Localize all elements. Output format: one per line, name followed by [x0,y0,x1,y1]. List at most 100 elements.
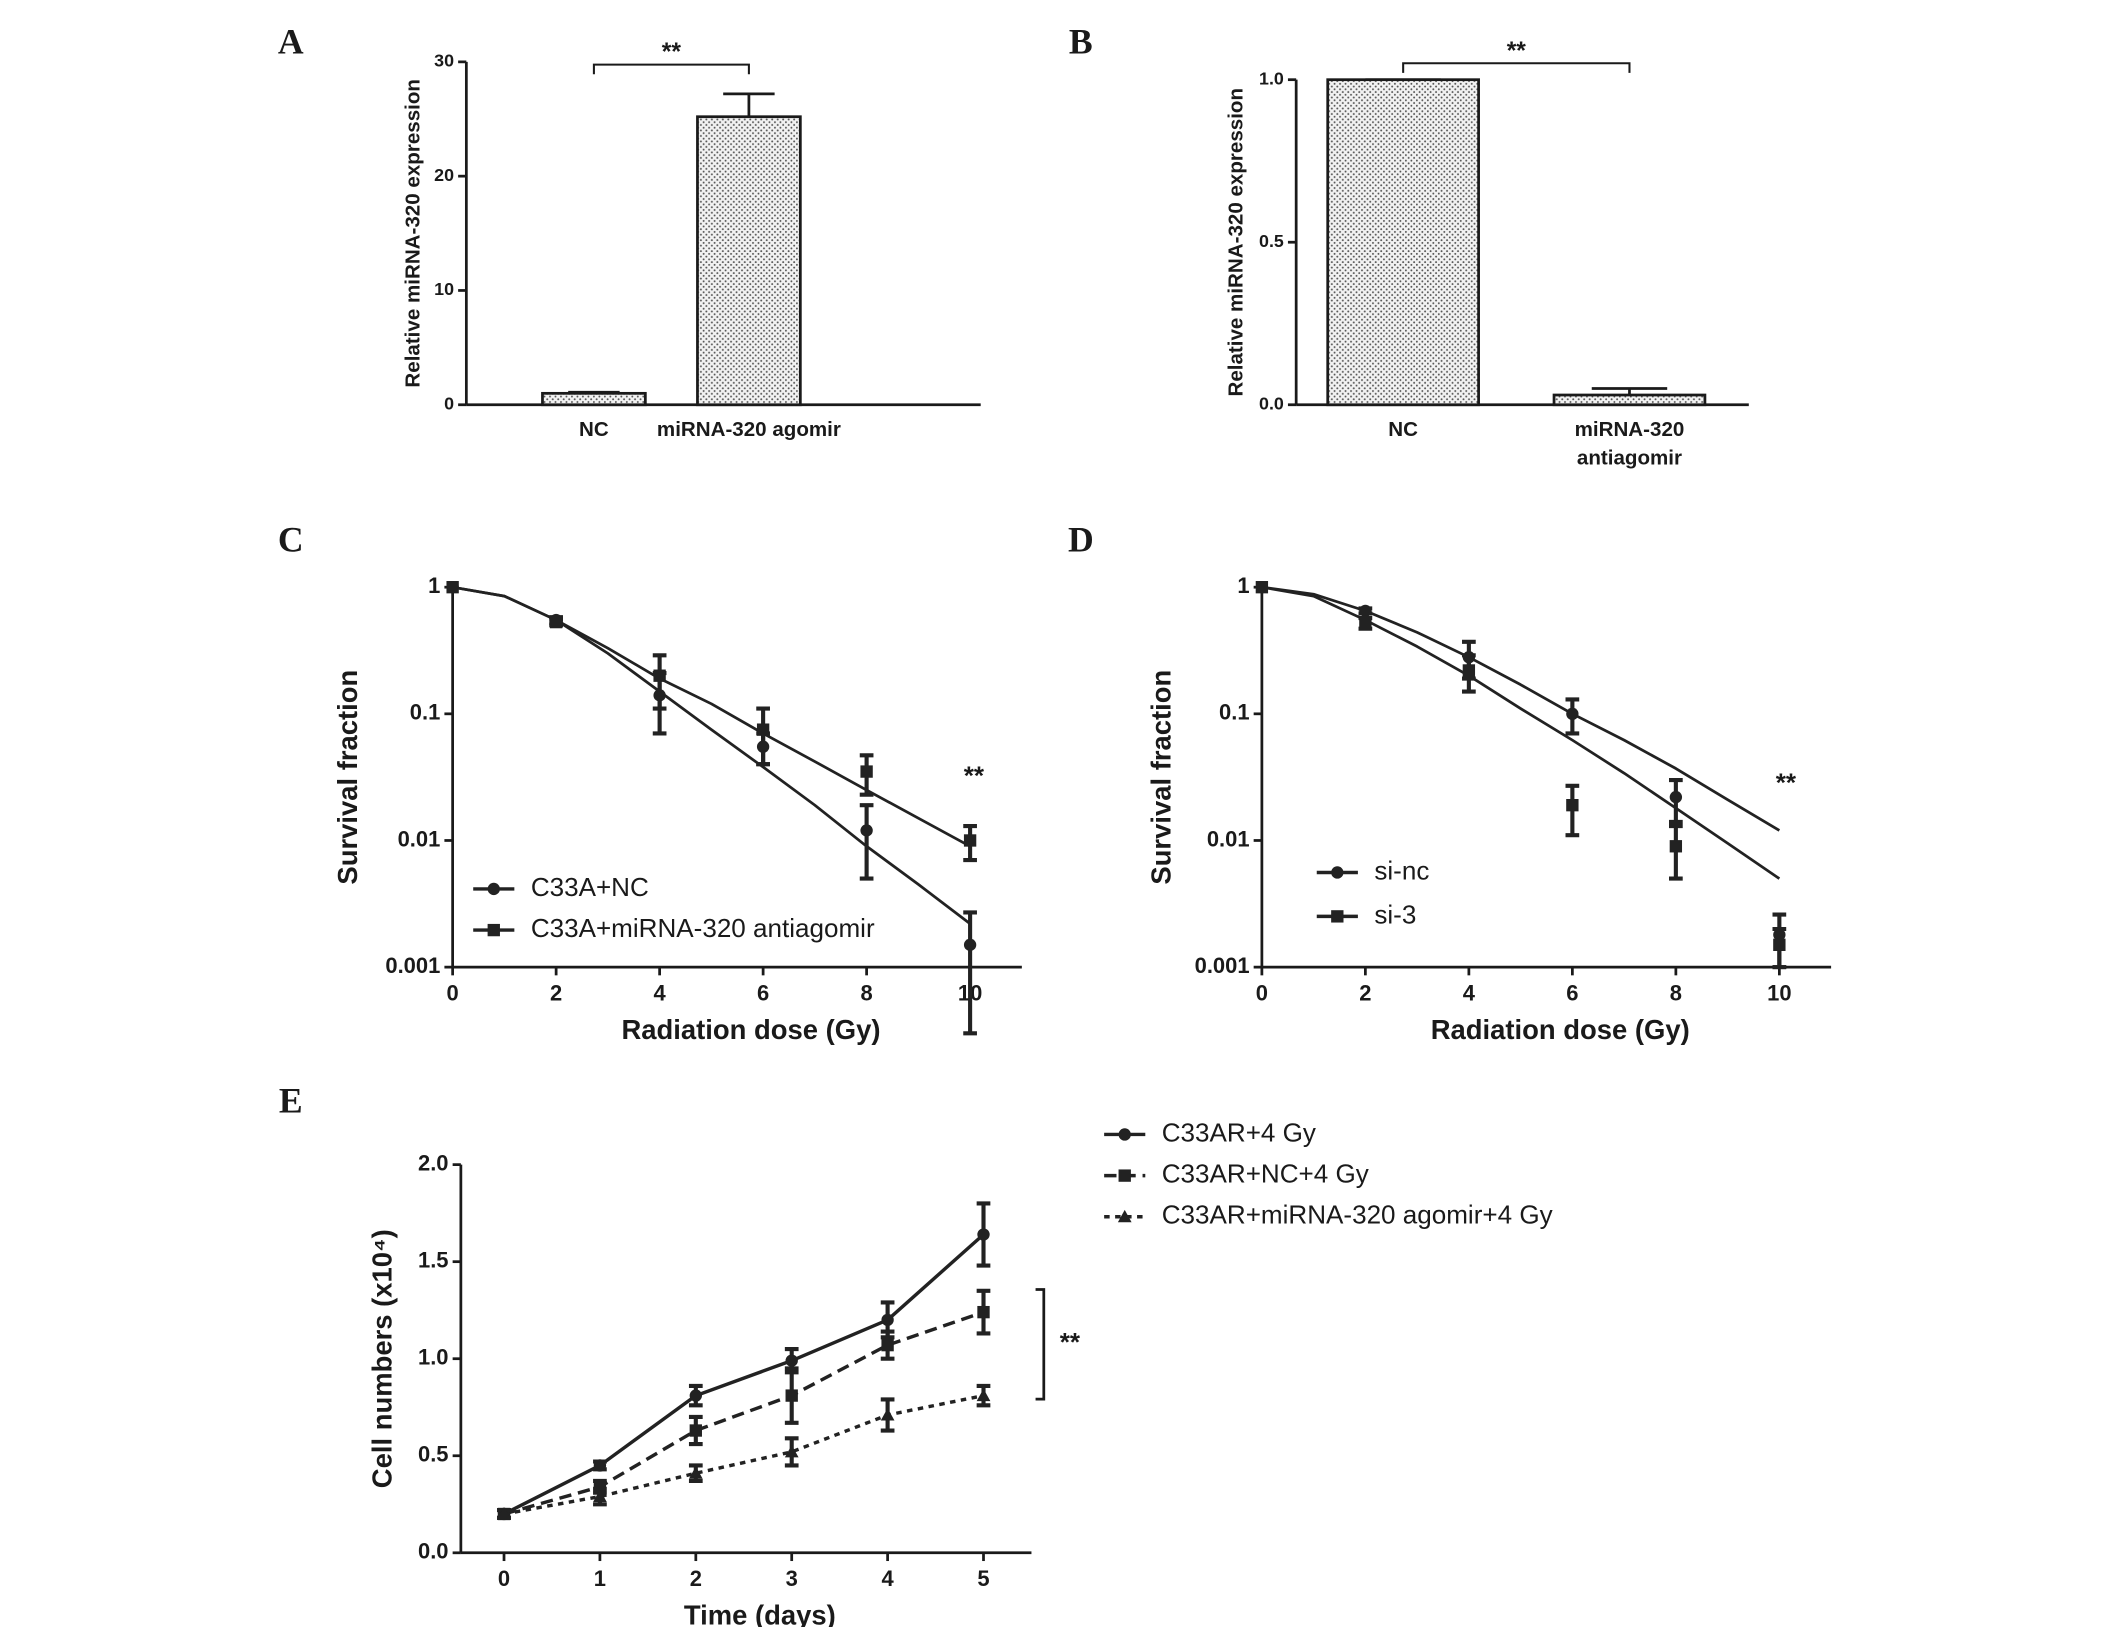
marker [1669,790,1683,804]
marker [593,1489,607,1503]
marker [963,938,977,951]
legend-label: C33A+miRNA-320 antiagomir [531,913,875,943]
legend-label: si-nc [1374,855,1429,885]
y-tick-label: 0.5 [418,1442,449,1467]
marker [963,834,977,847]
marker [1773,938,1786,951]
y-tick-label: 0.001 [1195,953,1250,978]
marker [1331,866,1344,879]
y-tick-label: 0.5 [1259,231,1284,251]
y-tick-label: 2.0 [418,1150,449,1175]
panel: D 0.001 0.01 0.1 1 Survival fraction 0 2 4 6 8 10 Ra… [1068,519,1832,1045]
annotation: ** [1776,768,1797,798]
panel: B 0.0 0.5 1.0 Relative miRNA-320 expression N… [1069,22,1749,470]
marker [785,1389,798,1402]
y-axis-label: Survival fraction [332,670,363,885]
marker [688,1466,703,1479]
series-line [503,1393,984,1516]
series-line [503,1233,985,1516]
y-axis-label: Cell numbers (x10⁴) [366,1229,397,1488]
bar [1326,78,1480,407]
marker [1359,616,1372,630]
panel-letter: A [278,22,304,62]
x-tick-label: 1 [594,1566,606,1591]
legend-label: C33AR+4 Gy [1162,1117,1316,1147]
marker [881,1338,894,1352]
x-tick-label: 0 [498,1566,510,1591]
error-bar [723,92,775,117]
marker [1566,707,1579,721]
panel: A 0 10 20 30 Relative miRNA-320 expression NC m… [278,22,981,441]
x-tick-label: 2 [690,1566,702,1591]
marker [977,1305,990,1319]
error-bar [652,653,667,711]
error-bar [1591,387,1668,396]
marker [1669,840,1683,853]
y-tick-label: 0.001 [385,953,440,978]
legend-label: si-3 [1374,899,1416,929]
significance-bracket [1035,1288,1046,1401]
marker [860,824,873,837]
marker [860,765,873,778]
legend-label: C33AR+NC+4 Gy [1162,1158,1369,1188]
marker [1566,798,1579,812]
significance-bracket [1402,62,1631,73]
bar [1552,393,1707,407]
annotation: ** [1507,38,1527,65]
x-tick-label: 0 [447,980,459,1005]
y-tick-label: 1 [428,573,440,598]
y-tick-label: 0.01 [398,826,441,851]
y-tick-label: 1.5 [418,1247,449,1272]
marker [1117,1209,1132,1223]
y-tick-label: 0.0 [1259,393,1284,413]
significance-bracket [592,63,750,75]
marker [549,615,563,629]
marker [784,1445,799,1458]
x-tick-label: NC [1388,418,1418,441]
fit-curve [1261,585,1781,832]
x-tick-label: NC [579,418,609,441]
annotation: ** [1060,1327,1081,1357]
marker [689,1389,702,1402]
x-tick-label: 10 [1767,980,1791,1005]
marker [1255,581,1269,594]
y-tick-label: 0.1 [1219,700,1249,725]
marker [1331,910,1344,923]
x-tick-label: 4 [882,1566,895,1591]
marker [487,923,500,937]
y-axis-label: Survival fraction [1145,670,1176,885]
legend-label: C33A+NC [531,872,649,902]
x-axis-label: Time (days) [684,1600,836,1627]
y-tick-label: 1.0 [418,1345,449,1370]
marker [497,1507,511,1520]
marker [880,1408,895,1421]
y-tick-label: 0.1 [410,700,441,725]
marker [1118,1128,1131,1141]
marker [446,581,459,594]
error-bar [756,706,770,767]
y-tick-label: 0.0 [418,1539,449,1564]
error-bar [568,390,620,394]
x-tick-label: 2 [550,980,562,1005]
x-tick-label: 8 [861,980,873,1005]
panel-letter: D [1068,519,1094,559]
marker [1462,664,1476,677]
x-tick-label: 3 [786,1566,798,1591]
marker [1359,604,1372,618]
y-tick-label: 30 [434,51,454,71]
x-tick-label: 8 [1670,980,1682,1005]
annotation: ** [964,761,985,791]
x-tick-label: 6 [1566,980,1578,1005]
x-axis-label: Radiation dose (Gy) [1431,1014,1690,1045]
y-tick-label: 1 [1237,573,1249,598]
panel: E 0.0 0.5 1.0 1.5 2.0 Cell numbers (x10⁴) 0 1 2 3 4… [279,1080,1553,1627]
y-tick-label: 0.01 [1207,826,1250,851]
x-tick-label: miRNA-320 agomir [657,418,841,441]
marker [1118,1169,1131,1182]
bar [541,391,647,407]
x-tick-label: 2 [1359,980,1371,1005]
error-bar [859,803,874,881]
marker [653,669,666,682]
